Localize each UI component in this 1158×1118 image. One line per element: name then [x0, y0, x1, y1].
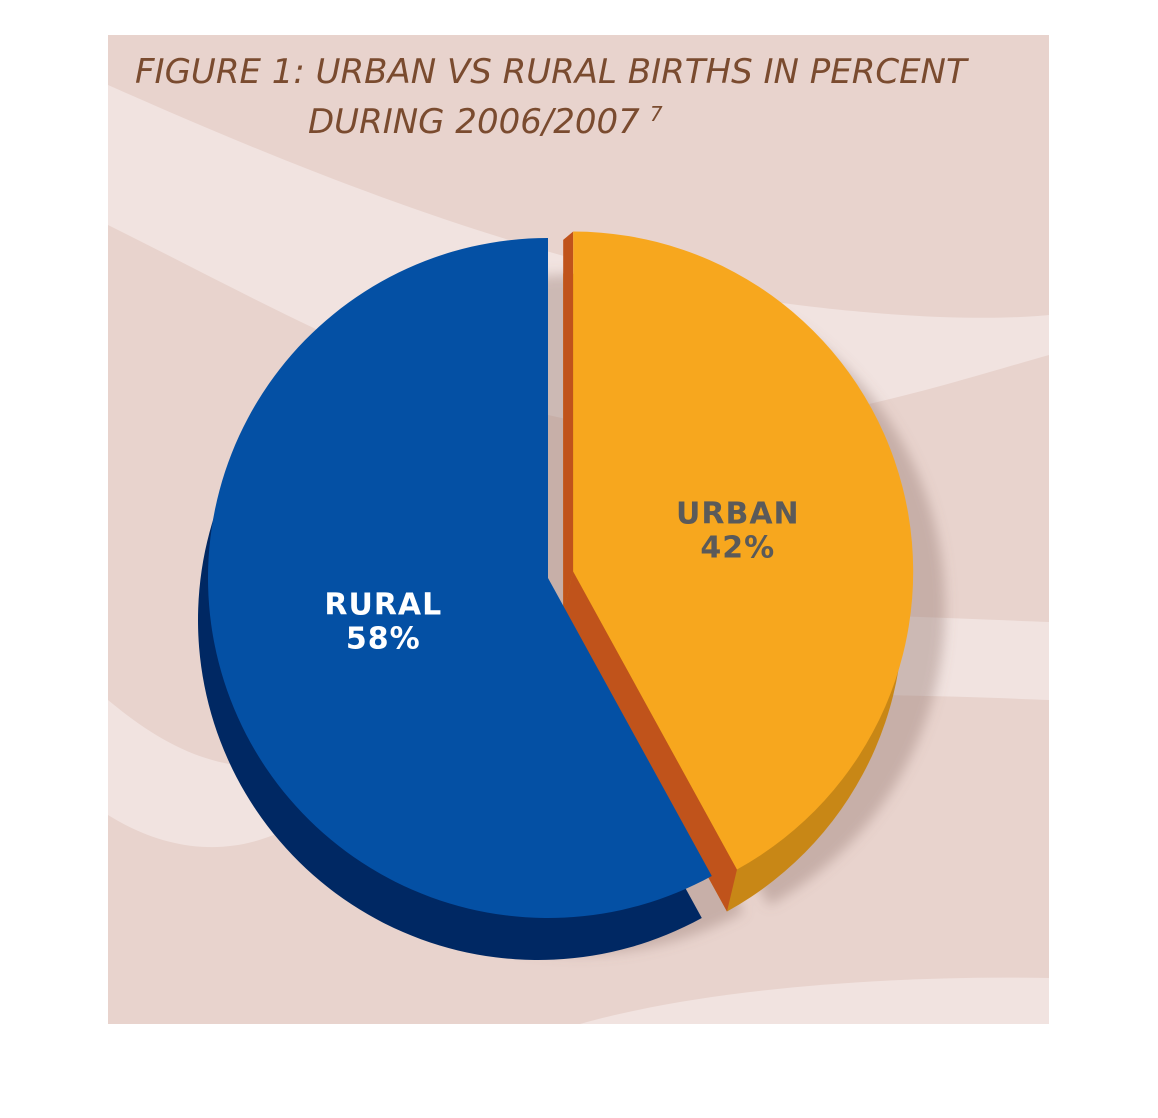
- rural-value-label: 58%: [346, 621, 421, 656]
- rural-category-label: RURAL: [324, 587, 442, 622]
- urban-value-label: 42%: [700, 530, 775, 565]
- urban-slice-edge: [563, 231, 574, 614]
- chart-title-line2: DURING 2006/2007: [308, 102, 640, 142]
- rural-slice: [208, 238, 712, 918]
- urban-slice: [573, 231, 914, 870]
- pie-slices: [208, 231, 914, 918]
- title-footnote: 7: [650, 102, 663, 126]
- chart-title-line1: FIGURE 1: URBAN VS RURAL BIRTHS IN PERCE…: [135, 52, 969, 92]
- background-wave: [580, 977, 1049, 1024]
- urban-category-label: URBAN: [676, 496, 800, 531]
- urban-slice-edge: [563, 571, 737, 912]
